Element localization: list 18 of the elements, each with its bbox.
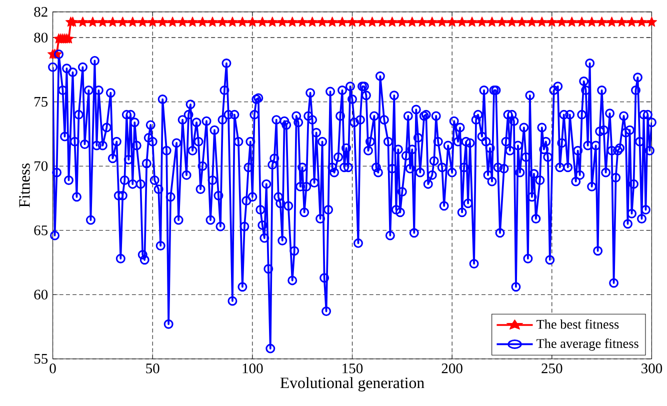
x-tick-label: 0 xyxy=(50,363,56,374)
y-tick-label: 55 xyxy=(34,354,48,364)
x-tick-label: 100 xyxy=(242,363,263,374)
y-axis-title: Fitness xyxy=(19,163,30,208)
legend-label: The average fitness xyxy=(536,338,638,351)
x-tick-label: 200 xyxy=(442,363,462,374)
y-tick-label: 60 xyxy=(34,290,48,300)
legend-label: The best fitness xyxy=(536,319,619,329)
x-tick-label: 250 xyxy=(542,363,562,374)
x-axis-title: Evolutional generation xyxy=(280,376,424,392)
y-tick-label: 70 xyxy=(34,161,48,171)
y-tick-label: 82 xyxy=(34,6,48,17)
y-tick-label: 75 xyxy=(34,96,48,106)
x-tick-label: 150 xyxy=(342,363,363,374)
y-tick-label: 80 xyxy=(34,32,48,42)
y-tick-label: 65 xyxy=(34,225,48,236)
x-tick-label: 300 xyxy=(642,363,662,374)
x-tick-label: 50 xyxy=(146,363,160,374)
